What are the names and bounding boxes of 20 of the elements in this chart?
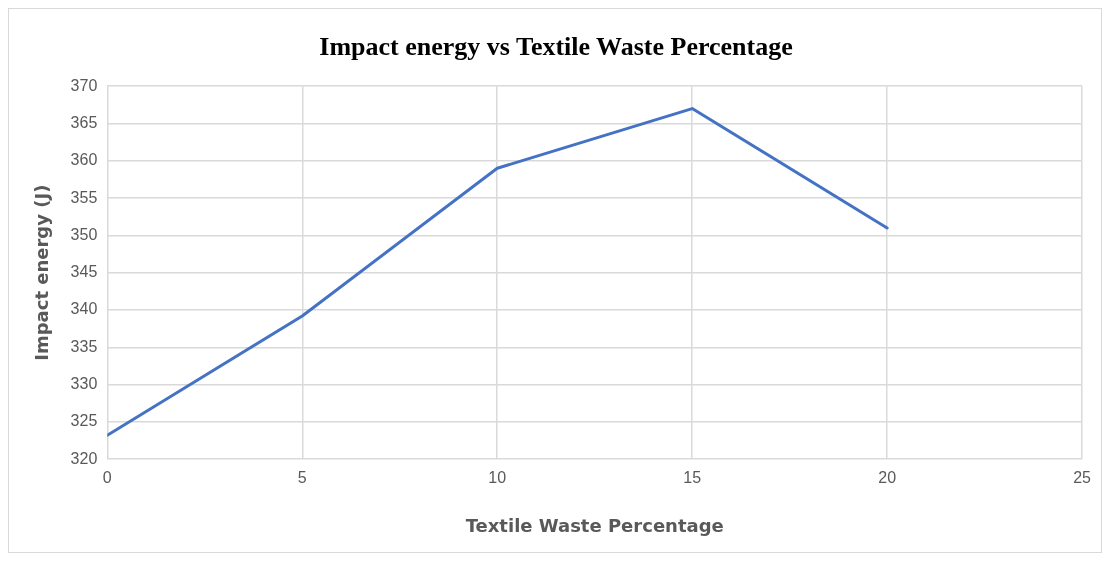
x-tick-label: 20 bbox=[878, 469, 897, 487]
y-tick-label: 325 bbox=[70, 412, 98, 430]
y-tick-label: 365 bbox=[70, 113, 98, 131]
chart-title: Impact energy vs Textile Waste Percentage bbox=[319, 32, 793, 62]
x-axis-title: Textile Waste Percentage bbox=[465, 514, 724, 536]
y-tick-label: 330 bbox=[70, 375, 98, 393]
y-tick-label: 345 bbox=[70, 263, 98, 281]
x-tick-label: 10 bbox=[488, 469, 507, 487]
y-tick-label: 340 bbox=[70, 300, 98, 318]
x-tick-label: 15 bbox=[683, 469, 702, 487]
y-axis-title: Impact energy (J) bbox=[31, 184, 53, 361]
x-tick-label: 5 bbox=[297, 469, 307, 487]
y-tick-label: 370 bbox=[70, 76, 98, 94]
x-tick-label: 25 bbox=[1073, 469, 1092, 487]
y-tick-label: 360 bbox=[70, 151, 98, 169]
y-tick-label: 350 bbox=[70, 225, 98, 243]
x-tick-label: 0 bbox=[102, 469, 112, 487]
y-tick-label: 355 bbox=[70, 188, 98, 206]
y-tick-label: 335 bbox=[70, 337, 98, 355]
y-tick-label: 320 bbox=[70, 449, 98, 467]
